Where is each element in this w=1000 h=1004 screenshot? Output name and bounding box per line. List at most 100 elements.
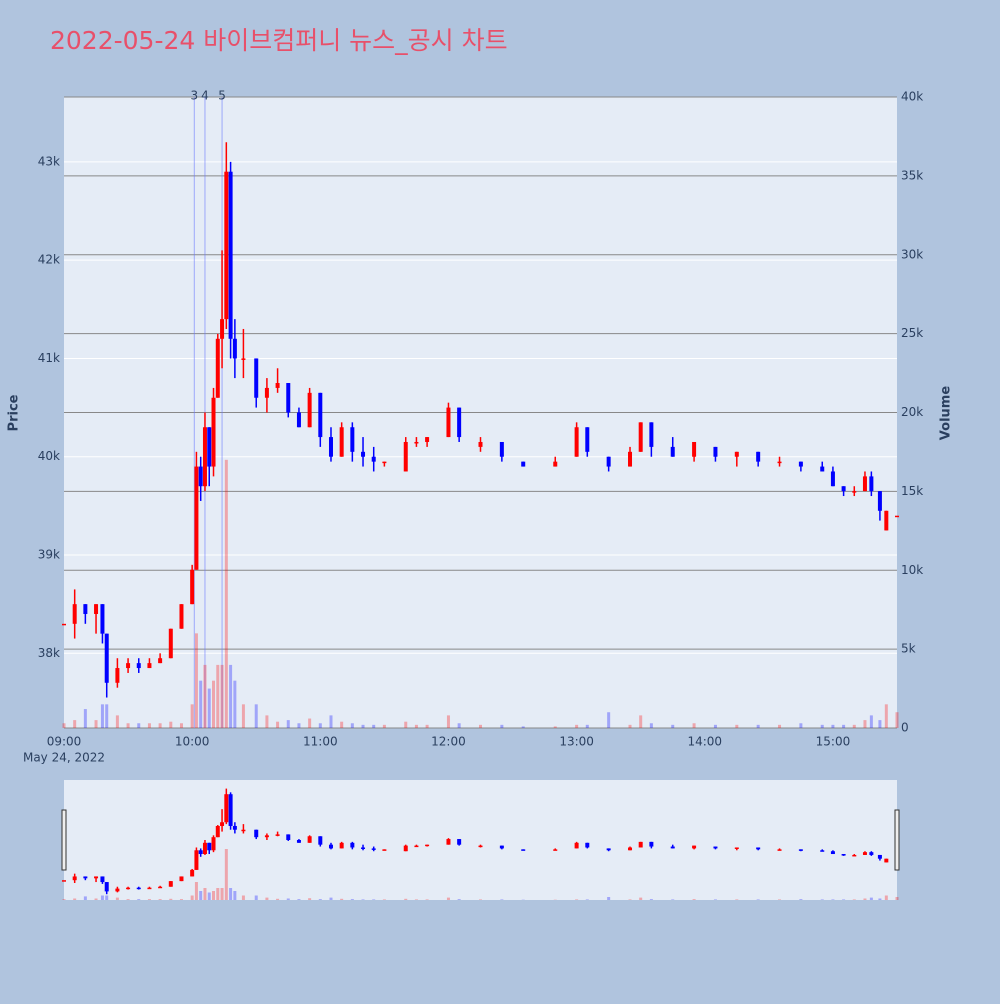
candle-body [158,887,162,889]
volume-bar [351,723,354,728]
volume-bar [671,899,674,900]
candle-body [126,663,130,668]
candle-body [105,634,109,683]
chart-title: 2022-05-24 바이브컴퍼니 뉴스_공시 차트 [50,26,508,55]
volume-bar [169,722,172,728]
volume-bar [180,723,183,728]
volume-bar [212,891,215,900]
volume-bar [63,899,66,900]
volume-bar [199,891,202,900]
volume-bar [372,899,375,900]
volume-bar [607,897,610,900]
volume-bar [148,899,151,900]
y2-tick-label: 20k [901,405,923,419]
volume-bar [500,899,503,900]
volume-bar [229,888,232,900]
volume-bar [101,896,104,901]
volume-bar [575,899,578,900]
candle-body [233,339,237,359]
volume-bar [885,704,888,728]
volume-bar [639,898,642,900]
event-label: 4 [201,89,209,103]
candle-body [404,442,408,471]
x-tick-label: 11:00 [303,735,338,749]
candle-body [212,398,216,467]
candle-body [100,604,104,633]
candle-body [158,658,162,663]
volume-bar [372,725,375,728]
candle-body [869,476,873,491]
candle-body [73,876,77,880]
candle-body [179,876,183,881]
volume-bar [116,715,119,728]
candle-body [216,339,220,398]
candle-body [457,839,461,845]
candle-body [457,408,461,437]
volume-bar [351,899,354,900]
volume-bar [225,460,228,728]
candle-body [799,849,803,851]
candle-body [575,843,579,849]
candle-body [179,604,183,629]
volume-bar [458,899,461,900]
candle-body [94,876,98,878]
candle-body [713,447,717,457]
volume-bar [554,726,557,728]
candle-body [329,437,333,457]
volume-bar [287,720,290,728]
volume-bar [447,715,450,728]
volume-bar [101,704,104,728]
candle-body [126,888,130,890]
candle-body [308,836,312,843]
volume-bar [735,899,738,900]
candle-body [446,839,450,845]
y-tick-label: 38k [38,646,60,660]
volume-bar [84,709,87,728]
volume-bar [73,899,76,901]
volume-bar [63,723,66,728]
volume-bar [116,898,119,900]
range-slider[interactable] [64,780,897,900]
candle-body [241,358,245,360]
y2-tick-label: 40k [901,90,923,104]
range-handle[interactable] [62,810,66,870]
volume-bar [650,723,653,728]
candle-body [878,491,882,511]
volume-bar [159,899,162,900]
candle-body [216,826,220,837]
volume-bar [203,665,206,728]
candle-body [735,452,739,457]
candle-body [286,834,290,840]
volume-bar [191,896,194,901]
volume-bar [148,723,151,728]
volume-bar [757,899,760,900]
y-tick-label: 43k [38,154,60,168]
candle-body [414,442,418,444]
candle-body [553,849,557,851]
x-tick-label: 14:00 [687,735,722,749]
event-label: 3 [190,89,198,103]
candle-body [361,452,365,457]
candle-body [224,172,228,319]
y2-tick-label: 30k [901,247,923,261]
y-tick-label: 40k [38,449,60,463]
volume-bar [878,720,881,728]
candle-body [194,467,198,570]
candle-body [265,835,269,837]
candle-body [372,457,376,462]
volume-bar [575,725,578,728]
volume-bar [896,712,899,728]
x-date-label: May 24, 2022 [23,751,105,765]
candle-body [199,467,203,487]
range-handle[interactable] [895,810,899,870]
y-tick-label: 39k [38,548,60,562]
volume-bar [208,689,211,728]
volume-bar [896,897,899,900]
y-axis-label: Price [7,394,22,431]
volume-bar [863,720,866,728]
candle-body [350,427,354,452]
volume-bar [362,725,365,728]
candle-body [220,822,224,826]
volume-bar [863,899,866,901]
candle-body [692,846,696,849]
